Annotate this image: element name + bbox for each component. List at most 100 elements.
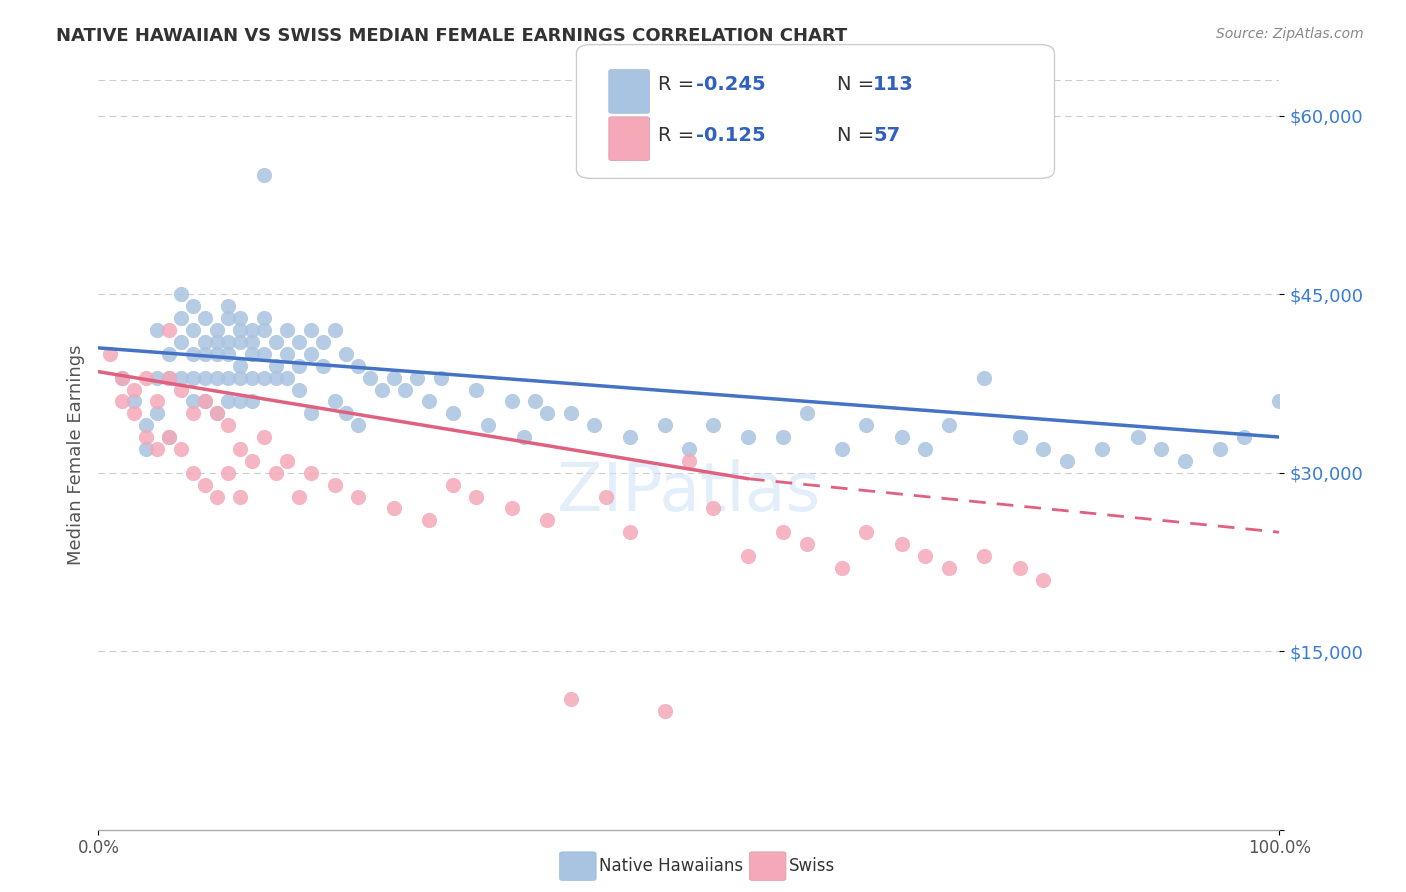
- Point: [796, 537, 818, 551]
- Point: [1150, 442, 1173, 456]
- Point: [477, 418, 499, 433]
- Point: [288, 359, 311, 373]
- Point: [229, 334, 252, 349]
- Point: [524, 394, 547, 409]
- Point: [1126, 430, 1149, 444]
- Point: [1008, 430, 1031, 444]
- Point: [276, 370, 298, 384]
- Point: [973, 370, 995, 384]
- Point: [1174, 454, 1197, 468]
- Point: [312, 334, 335, 349]
- Point: [560, 691, 582, 706]
- Point: [253, 347, 276, 361]
- Point: [1268, 394, 1291, 409]
- Point: [111, 394, 134, 409]
- Point: [205, 490, 228, 504]
- Point: [276, 347, 298, 361]
- Point: [264, 466, 287, 480]
- Point: [217, 347, 239, 361]
- Point: [619, 525, 641, 540]
- Point: [194, 394, 217, 409]
- Text: R =: R =: [658, 75, 700, 95]
- Point: [382, 501, 405, 516]
- Point: [560, 406, 582, 420]
- Point: [654, 704, 676, 718]
- Text: -0.245: -0.245: [696, 75, 766, 95]
- Point: [157, 370, 180, 384]
- Point: [240, 347, 263, 361]
- Point: [240, 323, 263, 337]
- Point: [146, 323, 169, 337]
- Point: [430, 370, 453, 384]
- Point: [217, 334, 239, 349]
- Point: [347, 418, 370, 433]
- Point: [170, 370, 193, 384]
- Point: [276, 454, 298, 468]
- Point: [299, 466, 322, 480]
- Point: [335, 406, 357, 420]
- Point: [122, 383, 145, 397]
- Point: [702, 501, 724, 516]
- Point: [678, 454, 700, 468]
- Point: [678, 442, 700, 456]
- Point: [264, 334, 287, 349]
- Point: [347, 359, 370, 373]
- Point: [973, 549, 995, 563]
- Point: [240, 454, 263, 468]
- Point: [1233, 430, 1256, 444]
- Point: [122, 406, 145, 420]
- Point: [264, 370, 287, 384]
- Point: [181, 406, 204, 420]
- Point: [157, 347, 180, 361]
- Point: [135, 370, 157, 384]
- Point: [855, 418, 877, 433]
- Point: [501, 394, 523, 409]
- Point: [170, 287, 193, 301]
- Point: [122, 394, 145, 409]
- Point: [1032, 442, 1054, 456]
- Point: [394, 383, 416, 397]
- Point: [335, 347, 357, 361]
- Point: [796, 406, 818, 420]
- Point: [135, 442, 157, 456]
- Point: [382, 370, 405, 384]
- Point: [229, 359, 252, 373]
- Point: [217, 299, 239, 313]
- Point: [194, 370, 217, 384]
- Point: [240, 334, 263, 349]
- Point: [135, 430, 157, 444]
- Point: [938, 418, 960, 433]
- Text: N =: N =: [837, 75, 880, 95]
- Point: [772, 430, 794, 444]
- Point: [217, 466, 239, 480]
- Point: [135, 418, 157, 433]
- Point: [737, 549, 759, 563]
- Point: [371, 383, 394, 397]
- Text: Native Hawaiians: Native Hawaiians: [599, 857, 744, 875]
- Point: [1056, 454, 1078, 468]
- Point: [654, 418, 676, 433]
- Point: [157, 323, 180, 337]
- Point: [170, 383, 193, 397]
- Point: [229, 370, 252, 384]
- Text: R =: R =: [658, 126, 700, 145]
- Point: [536, 406, 558, 420]
- Text: 57: 57: [873, 126, 900, 145]
- Point: [536, 513, 558, 527]
- Point: [146, 406, 169, 420]
- Point: [194, 477, 217, 491]
- Point: [264, 359, 287, 373]
- Point: [323, 323, 346, 337]
- Point: [418, 394, 440, 409]
- Text: -0.125: -0.125: [696, 126, 766, 145]
- Point: [288, 334, 311, 349]
- Point: [276, 323, 298, 337]
- Text: Source: ZipAtlas.com: Source: ZipAtlas.com: [1216, 27, 1364, 41]
- Point: [181, 394, 204, 409]
- Point: [229, 323, 252, 337]
- Point: [181, 466, 204, 480]
- Point: [831, 561, 853, 575]
- Point: [595, 490, 617, 504]
- Point: [194, 394, 217, 409]
- Text: NATIVE HAWAIIAN VS SWISS MEDIAN FEMALE EARNINGS CORRELATION CHART: NATIVE HAWAIIAN VS SWISS MEDIAN FEMALE E…: [56, 27, 848, 45]
